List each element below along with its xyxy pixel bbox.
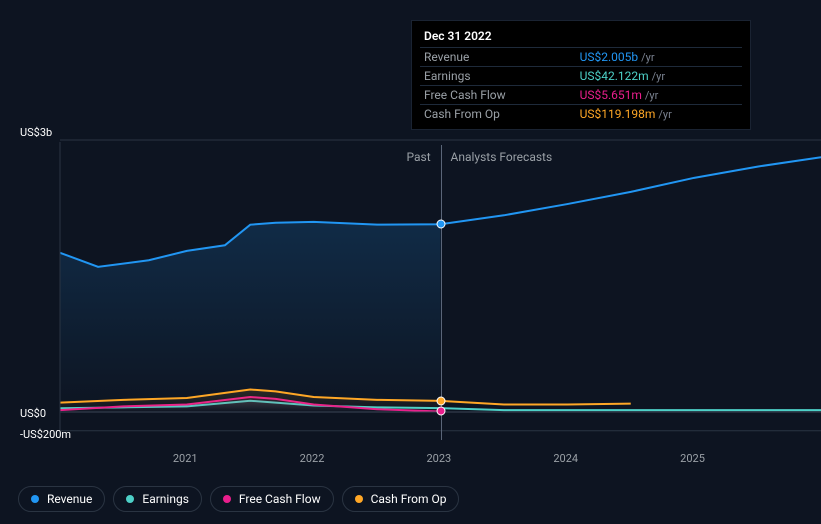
legend-label: Revenue <box>47 492 92 506</box>
tooltip-label: Free Cash Flow <box>420 86 562 105</box>
legend-label: Cash From Op <box>371 492 447 506</box>
legend-dot-icon <box>31 495 39 503</box>
tooltip-value: US$42.122m <box>580 69 649 83</box>
tooltip-suffix: /yr <box>645 89 658 102</box>
tooltip-row-fcf: Free Cash Flow US$5.651m /yr <box>420 86 742 105</box>
legend-cfo[interactable]: Cash From Op <box>342 486 460 512</box>
data-marker <box>436 396 445 405</box>
tooltip-label: Earnings <box>420 67 562 86</box>
tooltip-row-cfo: Cash From Op US$119.198m /yr <box>420 105 742 124</box>
legend-label: Earnings <box>142 492 189 506</box>
y-axis-tick: US$0 <box>20 407 46 420</box>
tooltip-value: US$2.005b <box>580 50 639 64</box>
tooltip-date: Dec 31 2022 <box>420 27 742 45</box>
legend-revenue[interactable]: Revenue <box>18 486 105 512</box>
legend-earnings[interactable]: Earnings <box>113 486 202 512</box>
tooltip-suffix: /yr <box>641 51 654 64</box>
y-axis-tick: US$3b <box>20 126 52 139</box>
tooltip-label: Revenue <box>420 48 562 67</box>
tooltip-suffix: /yr <box>652 70 665 83</box>
financial-chart[interactable]: US$3bUS$0-US$200m 20212022202320242025 P… <box>18 0 803 470</box>
legend-label: Free Cash Flow <box>239 492 321 506</box>
legend-fcf[interactable]: Free Cash Flow <box>210 486 334 512</box>
tooltip-value: US$5.651m <box>580 88 642 102</box>
legend-dot-icon <box>126 495 134 503</box>
data-marker <box>436 407 445 416</box>
chart-legend: Revenue Earnings Free Cash Flow Cash Fro… <box>18 486 459 512</box>
past-region-label: Past <box>407 150 431 164</box>
data-tooltip: Dec 31 2022 Revenue US$2.005b /yr Earnin… <box>411 20 751 130</box>
tooltip-suffix: /yr <box>658 108 671 121</box>
legend-dot-icon <box>223 495 231 503</box>
legend-dot-icon <box>355 495 363 503</box>
tooltip-label: Cash From Op <box>420 105 562 124</box>
tooltip-row-revenue: Revenue US$2.005b /yr <box>420 48 742 67</box>
y-axis-tick: -US$200m <box>20 428 71 441</box>
tooltip-value: US$119.198m <box>580 107 656 121</box>
forecast-region-label: Analysts Forecasts <box>451 150 553 164</box>
data-marker <box>436 220 445 229</box>
tooltip-row-earnings: Earnings US$42.122m /yr <box>420 67 742 86</box>
